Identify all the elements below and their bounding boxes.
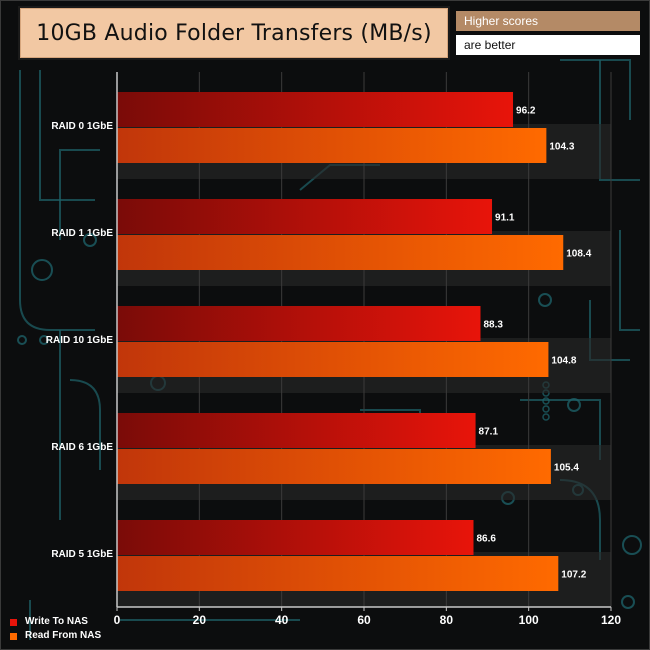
bar-read (117, 235, 564, 270)
circuit-trace (39, 70, 95, 201)
x-tick-label: 20 (193, 613, 207, 627)
x-tick-label: 40 (275, 613, 289, 627)
x-tick-label: 60 (357, 613, 371, 627)
value-label-read: 105.4 (554, 463, 579, 474)
circuit-node (31, 259, 53, 281)
bar-read (117, 449, 551, 484)
note-higher-scores: Higher scores (456, 11, 640, 31)
circuit-node (621, 595, 635, 609)
value-label-write: 88.3 (484, 320, 504, 331)
bar-write (117, 413, 476, 448)
bar-read (117, 128, 547, 163)
circuit-node (542, 413, 550, 421)
value-label-read: 104.8 (551, 356, 576, 367)
chart-title: 10GB Audio Folder Transfers (MB/s) (36, 20, 432, 46)
circuit-node (542, 397, 550, 405)
value-label-read: 107.2 (561, 570, 586, 581)
circuit-node (567, 398, 581, 412)
legend-item-write: Write To NAS (10, 615, 101, 629)
value-label-write: 96.2 (516, 106, 536, 117)
chart-title-box: 10GB Audio Folder Transfers (MB/s) (20, 8, 448, 58)
circuit-trace (619, 230, 640, 331)
category-label: RAID 10 1GbE (46, 335, 114, 346)
circuit-trace (19, 70, 95, 331)
bar-write (117, 92, 514, 127)
circuit-trace (69, 379, 101, 470)
x-tick-label: 80 (440, 613, 454, 627)
category-label: RAID 0 1GbE (51, 121, 113, 132)
x-tick-label: 120 (601, 613, 621, 627)
circuit-node (17, 335, 27, 345)
legend-item-read: Read From NAS (10, 629, 101, 643)
category-label: RAID 5 1GbE (51, 549, 113, 560)
legend-label-write: Write To NAS (25, 616, 88, 627)
circuit-node (622, 535, 642, 555)
x-tick-label: 100 (519, 613, 539, 627)
legend-swatch-read (10, 632, 17, 640)
bar-write (117, 520, 474, 555)
value-label-write: 87.1 (479, 427, 499, 438)
bar-read (117, 342, 549, 377)
legend-label-read: Read From NAS (25, 630, 102, 641)
x-tick-label: 0 (114, 613, 121, 627)
circuit-trace (520, 399, 601, 460)
legend-swatch-write (10, 618, 17, 626)
note-are-better: are better (456, 35, 640, 55)
bar-read (117, 556, 559, 591)
circuit-node (542, 405, 550, 413)
value-label-write: 91.1 (495, 213, 515, 224)
circuit-trace (59, 149, 100, 240)
value-label-write: 86.6 (477, 534, 497, 545)
value-label-read: 104.3 (549, 142, 574, 153)
circuit-node (83, 233, 97, 247)
bar-write (117, 199, 493, 234)
category-label: RAID 1 1GbE (51, 228, 113, 239)
circuit-node (39, 335, 49, 345)
category-label: RAID 6 1GbE (51, 442, 113, 453)
circuit-trace (560, 59, 631, 120)
bar-write (117, 306, 481, 341)
legend: Write To NAS Read From NAS (10, 615, 101, 643)
circuit-trace (599, 60, 640, 181)
circuit-node (538, 293, 552, 307)
value-label-read: 108.4 (566, 249, 591, 260)
